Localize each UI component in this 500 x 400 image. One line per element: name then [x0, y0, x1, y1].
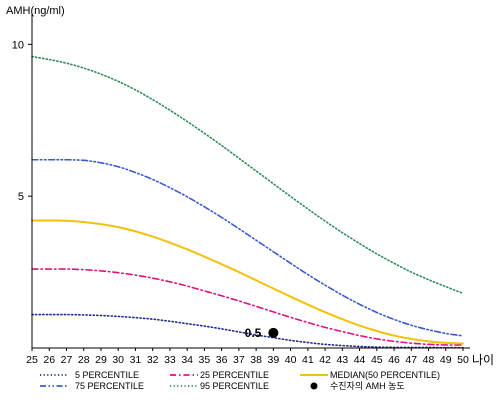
- x-tick-label: 32: [147, 354, 159, 366]
- legend-label: 95 PERCENTILE: [200, 381, 269, 391]
- x-tick-label: 25: [26, 354, 38, 366]
- x-ticks: 25 26 27 28 29 30 31 32 33 34 35 36 37 38 39 40 41 42 43 44…: [26, 348, 469, 366]
- legend-label: 수진자의 AMH 농도: [330, 381, 405, 391]
- x-axis-label: 나이: [472, 353, 494, 367]
- x-tick-label: 34: [181, 354, 193, 366]
- legend-label: 5 PERCENTILE: [75, 370, 139, 380]
- x-tick-label: 36: [216, 354, 228, 366]
- x-tick-label: 45: [371, 354, 383, 366]
- series-line-95-percentile: [31, 55, 464, 295]
- x-tick-label: 46: [388, 354, 400, 366]
- x-tick-label: 42: [319, 354, 331, 366]
- series-line-75-percentile: [31, 158, 464, 337]
- x-tick-label: 28: [78, 354, 90, 366]
- x-tick-label: 47: [405, 354, 417, 366]
- x-tick-label: 29: [95, 354, 107, 366]
- x-tick-label: 38: [250, 354, 262, 366]
- axes: [31, 14, 470, 349]
- legend-label: 75 PERCENTILE: [75, 381, 144, 391]
- x-tick-label: 35: [199, 354, 211, 366]
- y-axis-label: AMH(ng/ml): [6, 5, 65, 17]
- series-line-25-percentile: [31, 268, 464, 346]
- x-tick-label: 26: [43, 354, 55, 366]
- series-line-median-50-percentile: [31, 219, 464, 345]
- x-tick-label: 37: [233, 354, 245, 366]
- legend: 5 PERCENTILE 25 PERCENTILE MEDIAN(50 PERCE…: [40, 370, 440, 391]
- legend-swatch-patient-marker: [310, 382, 318, 390]
- x-tick-label: 50: [457, 354, 469, 366]
- x-tick-label: 41: [302, 354, 314, 366]
- x-tick-label: 49: [440, 354, 452, 366]
- x-tick-label: 40: [285, 354, 297, 366]
- x-tick-label: 30: [112, 354, 124, 366]
- patient-amh-point: [268, 327, 279, 338]
- series-line-5-percentile: [31, 313, 464, 349]
- patient-amh-value-label: 0.5: [245, 326, 262, 340]
- patient-marker: 0.5: [245, 326, 279, 340]
- y-tick-label: 10: [12, 39, 24, 51]
- x-tick-label: 31: [130, 354, 142, 366]
- x-tick-label: 44: [354, 354, 366, 366]
- x-tick-label: 39: [268, 354, 280, 366]
- x-tick-label: 27: [61, 354, 73, 366]
- x-tick-label: 48: [423, 354, 435, 366]
- y-tick-label: 5: [18, 191, 24, 203]
- legend-label: MEDIAN(50 PERCENTILE): [330, 370, 440, 380]
- plot-lines: [31, 55, 464, 349]
- y-ticks: 5 10: [12, 39, 32, 203]
- x-tick-label: 33: [164, 354, 176, 366]
- x-tick-label: 43: [336, 354, 348, 366]
- legend-label: 25 PERCENTILE: [200, 370, 269, 380]
